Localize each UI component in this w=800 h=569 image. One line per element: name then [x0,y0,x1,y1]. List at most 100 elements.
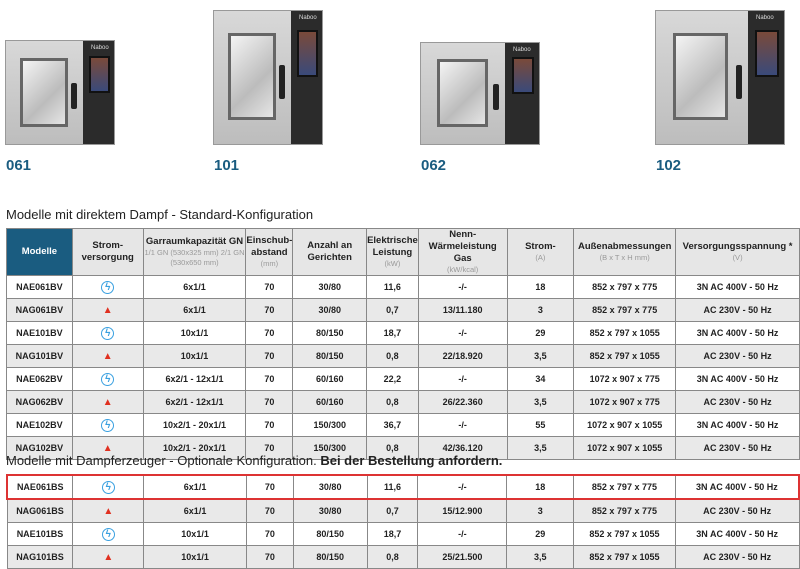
table-cell: 1072 x 907 x 1055 [573,436,677,460]
table-cell: 852 x 797 x 775 [573,275,677,299]
table-cell: 55 [506,413,575,437]
table-row: NAE061BS ϟ 6x1/1 70 30/80 11,6 -/- 18 852 x 797 … [6,474,800,500]
product-label: 061 [6,157,32,174]
table-cell: 852 x 797 x 775 [573,298,677,322]
table-row: NAE101BS ϟ 10x1/1 70 80/150 18,7 -/- 29 852 x 79… [6,522,800,546]
table-row: NAE102BV ϟ 10x2/1 - 20x1/1 70 150/300 36,7 -/-… [6,413,800,437]
lightning-icon: ϟ [101,480,115,494]
power-type-cell: ϟ [71,367,144,391]
table-cell: 36,7 [366,413,419,437]
table-row: NAG061BS ▲ 6x1/1 70 30/80 0,7 15/12.900 3 852 x … [6,498,800,523]
lightning-icon: ϟ [101,326,115,340]
flame-icon: ▲ [103,551,114,563]
power-type-cell: ϟ [71,413,144,437]
table-cell: NAG101BS [6,545,74,569]
table-cell: -/- [417,474,508,500]
column-header: Strom- (A) [506,228,575,276]
table-cell: 18,7 [366,522,419,546]
table-cell: 18 [506,474,575,500]
table-cell: 0,7 [366,498,419,523]
table-cell: 150/300 [292,436,368,460]
table-cell: 3,5 [506,344,575,368]
product-label: 102 [656,157,682,174]
table-cell: 60/160 [292,390,368,414]
table-cell: AC 230V - 50 Hz [675,436,800,460]
table-cell: 70 [245,436,294,460]
table-cell: 3N AC 400V - 50 Hz [675,413,800,437]
power-type-cell: ▲ [72,498,145,523]
table-row: NAG101BV ▲ 10x1/1 70 80/150 0,8 22/18.920 3,5 85… [6,344,800,368]
power-type-cell: ▲ [71,390,144,414]
table-cell: AC 230V - 50 Hz [675,298,800,322]
table-cell: 3N AC 400V - 50 Hz [675,367,800,391]
table-cell: NAE061BS [6,474,74,500]
table-cell: 70 [245,321,294,345]
column-header: Strom-versorgung [71,228,144,276]
table-cell: 80/150 [292,344,368,368]
table-cell: 6x1/1 [142,275,247,299]
power-type-cell: ϟ [72,522,145,546]
table-cell: 0,8 [366,436,419,460]
table-cell: 11,6 [366,275,419,299]
table-cell: 3N AC 400V - 50 Hz [675,275,800,299]
table-cell: 18,7 [366,321,419,345]
table-cell: 70 [245,474,294,500]
table-cell: -/- [417,367,508,391]
table-cell: AC 230V - 50 Hz [675,390,800,414]
power-type-cell: ▲ [71,344,144,368]
table-cell: -/- [417,321,508,345]
column-header: Modelle [6,228,73,276]
product-image-102: Naboo [655,10,785,145]
table-cell: 10x1/1 [143,522,247,546]
product-image-061: Naboo [5,40,115,145]
table-cell: 30/80 [292,474,368,500]
table-cell: 70 [245,522,294,546]
table-cell: 29 [506,522,575,546]
power-type-cell: ϟ [71,321,144,345]
brand-logo: Naboo [299,15,317,21]
table-cell: 29 [506,321,575,345]
table-cell: 60/160 [292,367,368,391]
product-image-101: Naboo [213,10,323,145]
table-cell: AC 230V - 50 Hz [675,344,800,368]
table-cell: 22,2 [366,367,419,391]
table-cell: 6x2/1 - 12x1/1 [142,367,247,391]
table-row: NAE101BV ϟ 10x1/1 70 80/150 18,7 -/- 29 852 x 79… [6,321,800,345]
table-cell: 852 x 797 x 1055 [573,344,677,368]
table-cell: 852 x 797 x 775 [573,498,676,523]
power-type-cell: ▲ [72,545,145,569]
table-cell: 10x2/1 - 20x1/1 [142,436,247,460]
table-cell: 30/80 [292,498,368,523]
column-header: Anzahl an Gerichten [292,228,368,276]
table-cell: 30/80 [292,298,368,322]
brand-logo: Naboo [513,47,531,53]
table-cell: 3N AC 400V - 50 Hz [675,321,800,345]
product-label: 062 [421,157,447,174]
table-row: NAG101BS ▲ 10x1/1 70 80/150 0,8 25/21.500 3,5 85… [6,545,800,569]
table-cell: 0,8 [366,545,419,569]
table-cell: 3,5 [506,436,575,460]
table-cell: 70 [245,344,294,368]
table-cell: 70 [245,498,294,523]
table-cell: 3 [506,498,575,523]
table-cell: 15/12.900 [417,498,508,523]
table-cell: 10x1/1 [142,321,247,345]
table-cell: 3 [506,298,575,322]
table-cell: NAG062BV [6,390,73,414]
table-cell: 3N AC 400V - 50 Hz [674,474,800,500]
table-cell: NAE101BV [6,321,73,345]
table-cell: 3,5 [506,390,575,414]
table-cell: 25/21.500 [417,545,508,569]
table-cell: 22/18.920 [417,344,508,368]
table-cell: 11,6 [366,474,419,500]
table-cell: 6x2/1 - 12x1/1 [142,390,247,414]
product-image-062: Naboo [420,42,540,145]
table-cell: NAE102BV [6,413,73,437]
table-row: NAE061BV ϟ 6x1/1 70 30/80 11,6 -/- 18 852 x 797 … [6,275,800,299]
table-cell: NAG102BV [6,436,73,460]
table-cell: 18 [506,275,575,299]
table-cell: 70 [245,275,294,299]
table-cell: 1072 x 907 x 1055 [573,413,677,437]
table-cell: 1072 x 907 x 775 [573,367,677,391]
table-cell: 852 x 797 x 1055 [573,321,677,345]
